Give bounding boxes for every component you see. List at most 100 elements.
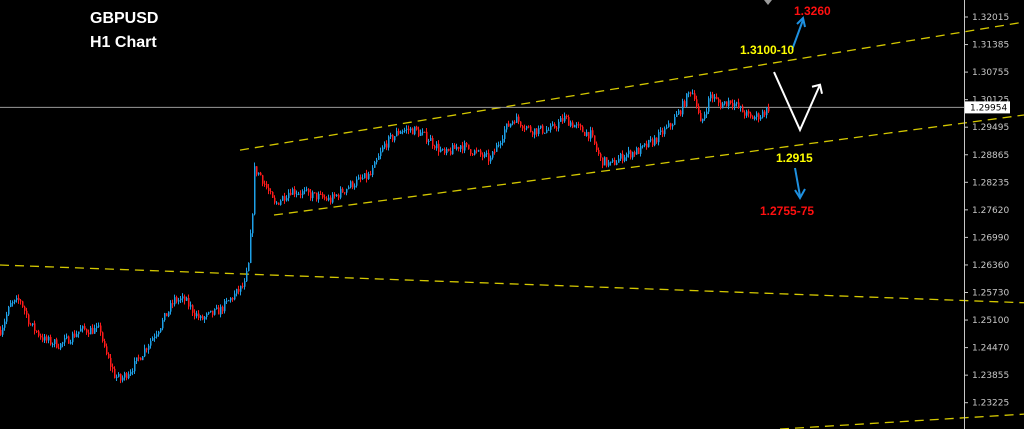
candle-body (550, 125, 552, 130)
candle-body (60, 343, 62, 349)
candle-body (728, 100, 730, 106)
y-tick-label: 1.23855 (972, 371, 1009, 381)
candle-body (548, 129, 550, 131)
candle-body (438, 143, 440, 152)
candle-body (296, 193, 298, 195)
candle-body (16, 297, 18, 301)
candle-body (28, 314, 30, 325)
candle-body (552, 124, 554, 126)
candle-body (730, 100, 732, 103)
candle-body (120, 374, 122, 381)
candle-body (694, 93, 696, 100)
candle-body (156, 334, 158, 337)
candle-body (710, 94, 712, 99)
candle-body (154, 336, 156, 339)
candle-body (286, 198, 288, 201)
arrow-down-head (794, 188, 806, 200)
candle-body (580, 125, 582, 127)
candle-body (168, 311, 170, 317)
candle-body (642, 145, 644, 147)
candle-body (716, 96, 718, 99)
resistance-label: 1.3100-10 (740, 43, 795, 57)
candle-body (164, 313, 166, 321)
candle-body (142, 356, 144, 361)
candle-body (524, 128, 526, 130)
candle-body (570, 122, 572, 126)
candle-body (284, 196, 286, 201)
candle-body (2, 327, 4, 335)
candle-body (452, 145, 454, 155)
candle-body (274, 197, 276, 203)
y-tick-label: 1.28865 (972, 151, 1009, 161)
candle-body (496, 145, 498, 152)
candle-body (392, 135, 394, 141)
candle-body (144, 348, 146, 357)
candle-body (480, 150, 482, 155)
candle-body (482, 154, 484, 157)
candle-body (554, 124, 556, 128)
candle-body (190, 305, 192, 307)
candle-body (226, 300, 228, 302)
candle-body (706, 111, 708, 115)
candle-body (332, 194, 334, 203)
candle-body (368, 173, 370, 179)
candle-body (436, 143, 438, 149)
candle-body (666, 126, 668, 129)
candle-body (66, 336, 68, 339)
candle-body (474, 150, 476, 155)
candle-body (186, 297, 188, 301)
candle-body (160, 328, 162, 332)
candle-body (636, 148, 638, 155)
candle-body (352, 181, 354, 188)
candle-body (676, 114, 678, 118)
candle-body (298, 193, 300, 195)
arrow-up-head (796, 16, 806, 28)
candle-body (658, 132, 660, 143)
candle-body (376, 159, 378, 163)
candle-body (602, 157, 604, 166)
candle-body (334, 194, 336, 197)
candle-body (564, 115, 566, 122)
candle-body (206, 313, 208, 317)
candle-body (582, 126, 584, 133)
candle-body (722, 103, 724, 109)
candle-body (618, 158, 620, 163)
candle-body (70, 342, 72, 344)
candle-body (486, 153, 488, 155)
candle-body (152, 338, 154, 341)
trendline (779, 413, 1024, 429)
candle-body (18, 297, 20, 301)
candle-body (320, 193, 322, 195)
candle-body (100, 325, 102, 333)
candle-body (238, 288, 240, 292)
candle-body (502, 138, 504, 143)
candle-body (760, 117, 762, 120)
candle-body (340, 188, 342, 198)
candle-body (518, 116, 520, 122)
candle-body (134, 361, 136, 372)
candle-body (378, 155, 380, 160)
candle-body (114, 368, 116, 379)
candle-body (638, 148, 640, 154)
candle-body (412, 128, 414, 135)
candle-body (258, 172, 260, 175)
candle-body (462, 145, 464, 151)
candle-body (472, 153, 474, 155)
candle-body (400, 131, 402, 134)
candle-body (276, 202, 278, 204)
candle-body (404, 129, 406, 132)
candle-body (526, 126, 528, 129)
candle-body (294, 189, 296, 195)
candle-body (344, 192, 346, 194)
candle-body (76, 334, 78, 337)
candle-body (182, 296, 184, 299)
candle-body (384, 143, 386, 148)
candle-body (202, 316, 204, 320)
candle-body (744, 112, 746, 116)
candle-body (310, 192, 312, 199)
candle-body (450, 150, 452, 155)
candle-body (254, 166, 256, 215)
candle-body (246, 270, 248, 282)
candle-body (4, 321, 6, 328)
